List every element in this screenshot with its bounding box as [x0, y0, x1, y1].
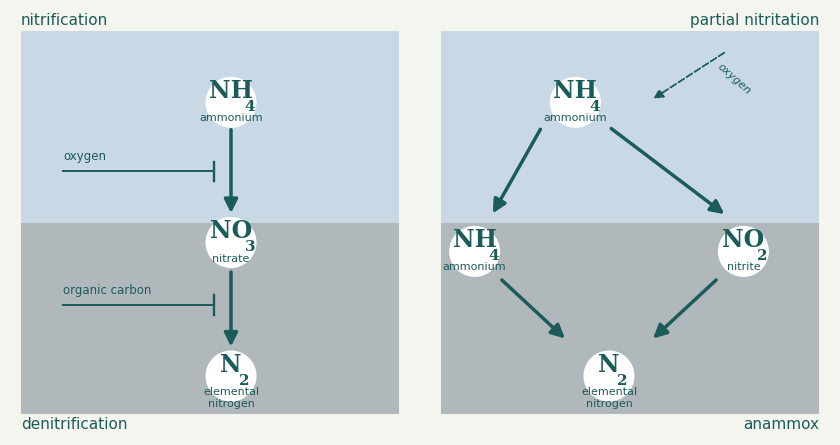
- Text: ammonium: ammonium: [543, 113, 607, 123]
- Bar: [21, 31, 399, 222]
- Text: denitrification: denitrification: [21, 417, 128, 432]
- Circle shape: [207, 78, 255, 127]
- Text: 2: 2: [239, 374, 249, 388]
- Text: NO: NO: [722, 228, 764, 252]
- Circle shape: [551, 78, 600, 127]
- Text: ammonium: ammonium: [443, 263, 507, 272]
- Circle shape: [207, 218, 255, 267]
- Text: 4: 4: [244, 100, 255, 114]
- Text: NH: NH: [209, 79, 253, 103]
- Text: NO: NO: [210, 219, 252, 243]
- Text: ammonium: ammonium: [199, 113, 263, 123]
- Text: elemental
nitrogen: elemental nitrogen: [581, 387, 637, 409]
- Bar: [441, 222, 819, 414]
- Text: 3: 3: [244, 240, 255, 254]
- Text: nitrification: nitrification: [21, 13, 108, 28]
- Text: nitrite: nitrite: [727, 263, 760, 272]
- Bar: [21, 222, 399, 414]
- Text: elemental
nitrogen: elemental nitrogen: [203, 387, 259, 409]
- Text: 4: 4: [488, 249, 499, 263]
- Circle shape: [450, 227, 499, 276]
- Text: oxygen: oxygen: [63, 150, 106, 163]
- Text: organic carbon: organic carbon: [63, 284, 151, 297]
- Bar: [441, 31, 819, 222]
- Text: N: N: [220, 353, 242, 377]
- Circle shape: [719, 227, 768, 276]
- Text: oxygen: oxygen: [716, 61, 753, 96]
- Text: N: N: [598, 353, 620, 377]
- Text: partial nitritation: partial nitritation: [690, 13, 819, 28]
- Circle shape: [585, 352, 633, 400]
- Text: NH: NH: [554, 79, 597, 103]
- Text: anammox: anammox: [743, 417, 819, 432]
- Text: 4: 4: [589, 100, 600, 114]
- Text: 2: 2: [617, 374, 627, 388]
- Text: NH: NH: [453, 228, 496, 252]
- Text: nitrate: nitrate: [213, 254, 249, 263]
- Circle shape: [207, 352, 255, 400]
- Text: 2: 2: [757, 249, 768, 263]
